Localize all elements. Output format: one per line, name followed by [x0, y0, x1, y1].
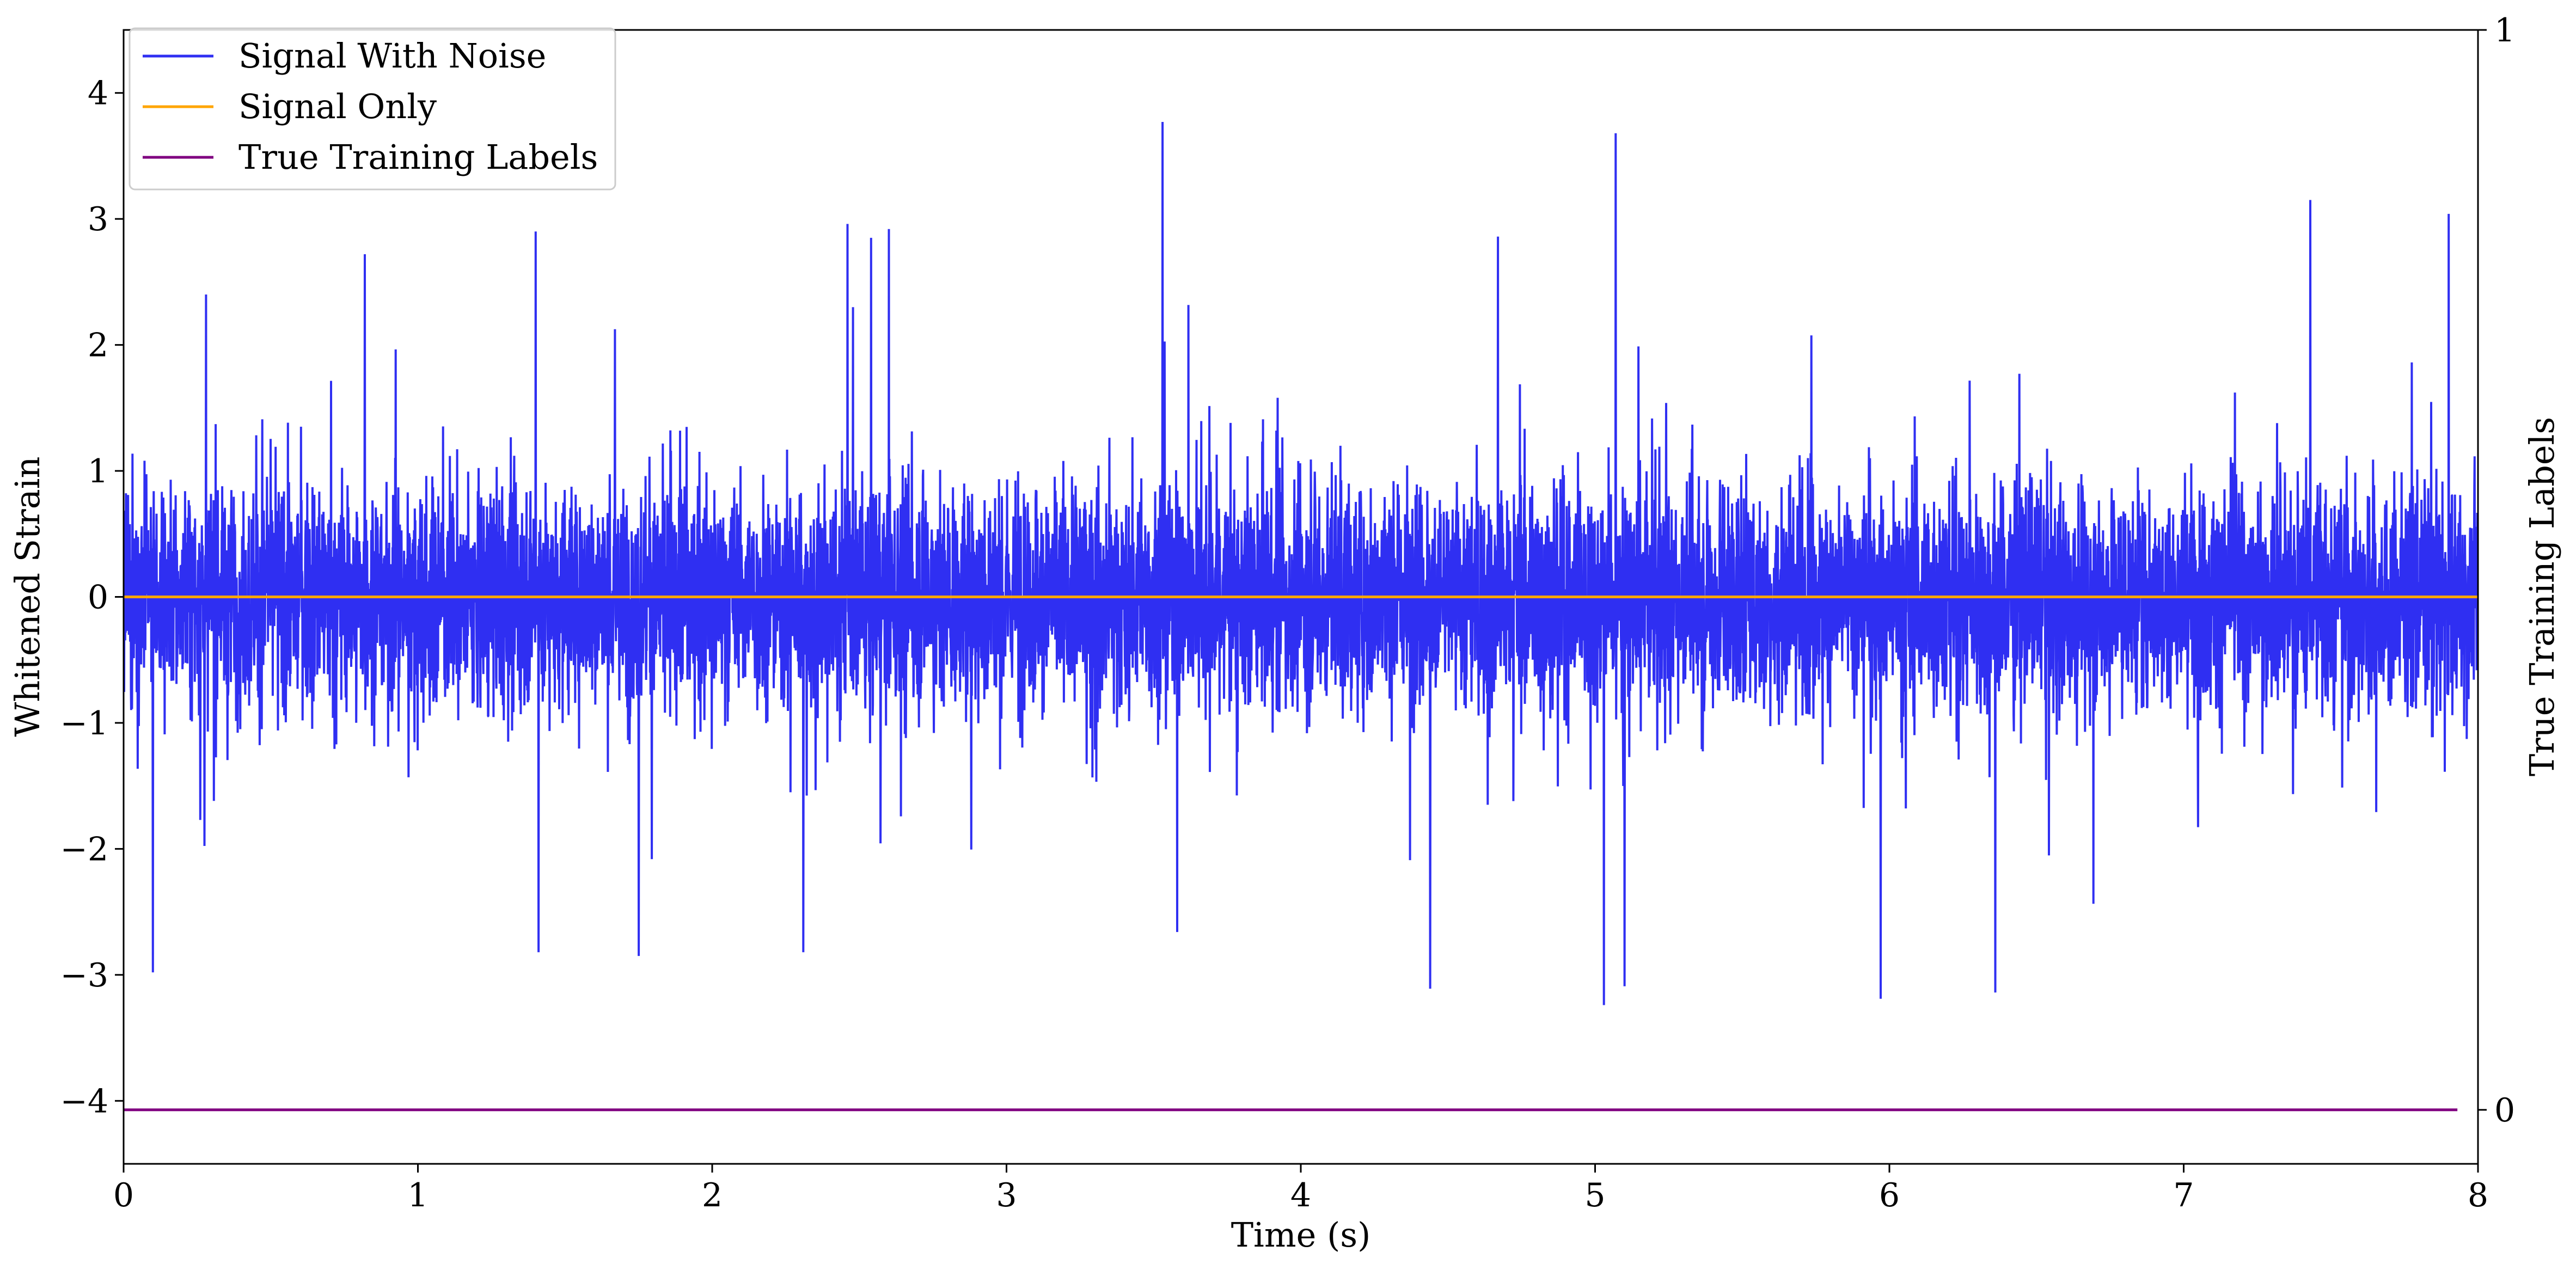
x-axis-label: Time (s): [1231, 1215, 1371, 1255]
legend-label-signal-only: Signal Only: [238, 87, 437, 126]
x-axis-ticks: 0 1 2 3 4 5 6 7 8: [113, 1164, 2488, 1214]
legend-label-signal-with-noise: Signal With Noise: [238, 36, 546, 76]
y-axis-ticks: −4 −3 −2 −1 0 1 2 3 4: [60, 75, 124, 1120]
y-tick-label: −4: [60, 1082, 108, 1120]
y-tick-label: 2: [88, 327, 108, 365]
x-tick-label: 7: [2173, 1176, 2194, 1214]
y-tick-label: 4: [88, 75, 108, 113]
x-tick-label: 1: [407, 1176, 428, 1214]
x-tick-label: 8: [2468, 1176, 2488, 1214]
y-tick-label: −1: [60, 704, 108, 743]
x-tick-label: 3: [996, 1176, 1017, 1214]
x-tick-label: 5: [1584, 1176, 1605, 1214]
x-tick-label: 2: [702, 1176, 723, 1214]
y2-tick-label: 1: [2494, 11, 2515, 50]
y-tick-label: 3: [88, 200, 108, 238]
y-tick-label: 1: [88, 452, 108, 490]
y-tick-label: 0: [88, 579, 108, 617]
series-signal-with-noise: [124, 121, 2478, 1005]
y-tick-label: −2: [60, 830, 108, 868]
legend: Signal With Noise Signal Only True Train…: [129, 27, 616, 191]
legend-label-true-training-labels: True Training Labels: [238, 137, 598, 177]
y2-axis-ticks: 01: [2478, 11, 2515, 1130]
y2-tick-label: 0: [2494, 1091, 2515, 1130]
y2-axis-label: True Training Labels: [2522, 417, 2562, 776]
legend-frame: [129, 27, 616, 191]
x-tick-label: 6: [1879, 1176, 1900, 1214]
x-tick-label: 0: [113, 1176, 134, 1214]
y-tick-label: −3: [60, 956, 108, 995]
y-axis-label: Whitened Strain: [8, 457, 47, 737]
series-layer: [124, 121, 2478, 1112]
x-tick-label: 4: [1290, 1176, 1311, 1214]
